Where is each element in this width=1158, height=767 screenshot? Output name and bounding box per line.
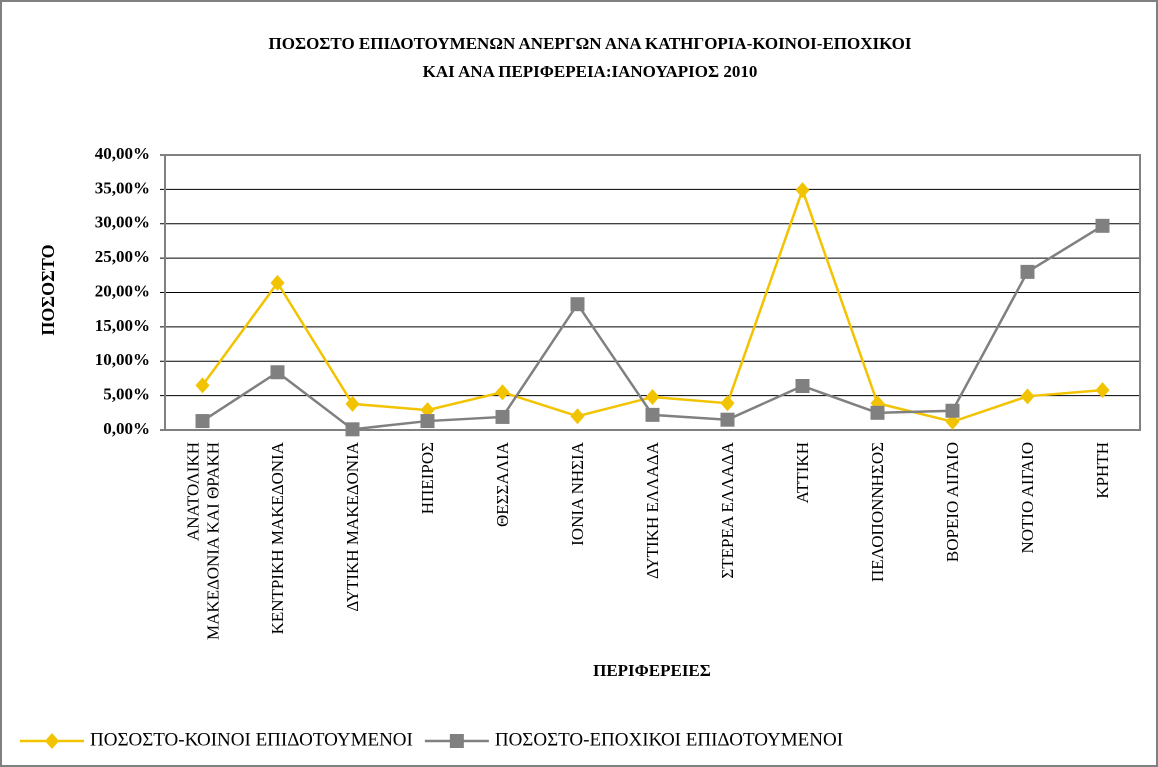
line-marker — [420, 414, 435, 429]
y-tick-label: 5,00% — [103, 385, 150, 404]
line-marker — [1095, 218, 1110, 233]
x-tick-label: ΔΥΤΙΚΗ ΜΑΚΕΔΟΝΙΑ — [342, 442, 362, 612]
x-axis-label: ΠΕΡΙΦΕΡΕΙΕΣ — [593, 661, 711, 680]
x-tick-label: ΚΡΗΤΗ — [1092, 442, 1112, 499]
legend-marker — [449, 734, 464, 748]
x-tick-label: ΔΥΤΙΚΗ ΕΛΛΑΔΑ — [642, 442, 662, 580]
legend-label: ΠΟΣΟΣΤΟ-ΚΟΙΝΟΙ ΕΠΙΔΟΤΟΥΜΕΝΟΙ — [90, 729, 413, 750]
line-marker — [570, 297, 585, 312]
x-tick-label: ΘΕΣΣΑΛΙΑ — [492, 442, 512, 527]
plot-border — [164, 154, 1141, 431]
line-marker — [495, 409, 510, 424]
line-marker — [720, 395, 735, 412]
x-tick-label: ΙΟΝΙΑ ΝΗΣΙΑ — [567, 442, 587, 546]
line-marker — [1020, 264, 1035, 279]
line-marker — [345, 395, 360, 412]
x-tick-label: ΑΝΑΤΟΛΙΚΗ ΜΑΚΕΔΟΝΙΑ ΚΑΙ ΘΡΑΚΗ — [182, 442, 222, 640]
y-tick-label: 10,00% — [95, 350, 150, 369]
x-tick-label: ΑΤΤΙΚΗ — [792, 442, 812, 504]
line-marker — [270, 365, 285, 380]
line-marker — [495, 384, 510, 401]
chart-title: ΚΑΙ ΑΝΑ ΠΕΡΙΦΕΡΕΙΑ:ΙΑΝΟΥΑΡΙΟΣ 2010 — [423, 62, 758, 81]
line-marker — [570, 408, 585, 425]
line-marker — [795, 182, 810, 199]
x-tick-label: ΒΟΡΕΙΟ ΑΙΓΑΙΟ — [942, 442, 962, 563]
line-marker — [870, 405, 885, 420]
line-marker — [1020, 388, 1035, 405]
y-axis-label: ΠΟΣΟΣΤΟ — [38, 244, 58, 335]
x-tick-label: ΣΤΕΡΕΑ ΕΛΛΑΔΑ — [717, 442, 737, 579]
y-tick-label: 0,00% — [103, 419, 150, 438]
line-marker — [195, 377, 210, 394]
y-tick-label: 15,00% — [95, 316, 150, 335]
y-tick-label: 40,00% — [95, 144, 150, 163]
x-tick-label: ΠΕΛΟΠΟΝΝΗΣΟΣ — [867, 442, 887, 583]
line-marker — [795, 379, 810, 393]
legend-label: ΠΟΣΟΣΤΟ-ΕΠΟΧΙΚΟΙ ΕΠΙΔΟΤΟΥΜΕΝΟΙ — [495, 729, 843, 750]
line-marker — [195, 414, 210, 429]
y-tick-label: 25,00% — [95, 247, 150, 266]
line-marker — [345, 422, 360, 437]
line-marker — [645, 389, 660, 405]
y-tick-label: 30,00% — [95, 213, 150, 232]
line-marker — [645, 407, 660, 422]
x-tick-label: ΝΟΤΙΟ ΑΙΓΑΙΟ — [1017, 442, 1037, 554]
line-marker — [270, 274, 285, 291]
x-tick-label: ΗΠΕΙΡΟΣ — [417, 442, 437, 515]
y-tick-label: 20,00% — [95, 281, 150, 300]
line-marker — [1095, 382, 1110, 399]
line-marker — [945, 403, 960, 418]
y-tick-label: 35,00% — [95, 178, 150, 197]
chart-title: ΠΟΣΟΣΤΟ ΕΠΙΔΟΤΟΥΜΕΝΩΝ ΑΝΕΡΓΩΝ ΑΝΑ ΚΑΤΗΓΟ… — [269, 34, 912, 53]
line-marker — [720, 412, 735, 427]
x-tick-label: ΚΕΝΤΡΙΚΗ ΜΑΚΕΔΟΝΙΑ — [267, 442, 287, 635]
legend-marker — [45, 733, 59, 749]
